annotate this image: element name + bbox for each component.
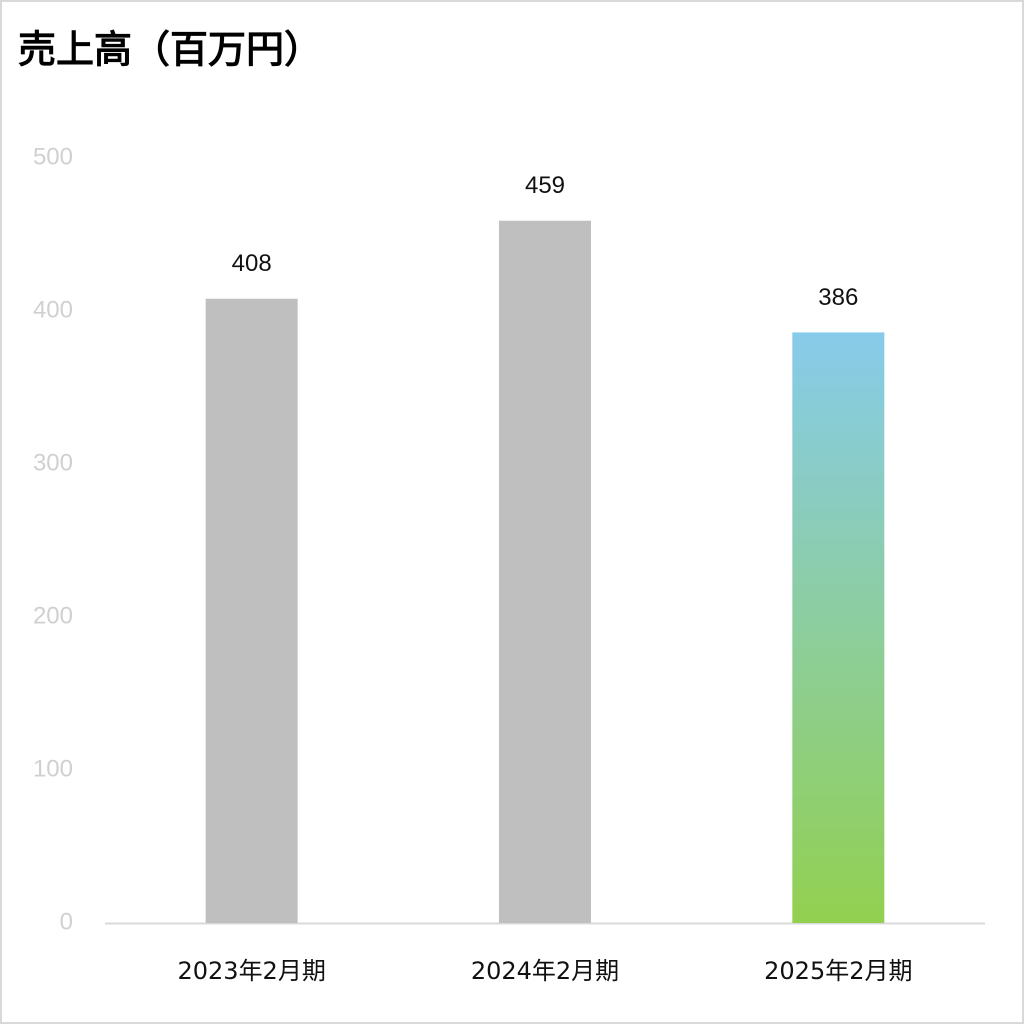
bar [205,298,298,923]
y-tick-label: 500 [33,143,73,170]
y-tick-label: 300 [33,449,73,476]
chart-title: 売上高（百万円） [18,28,322,72]
y-tick-label: 100 [33,755,73,782]
value-label: 408 [232,250,272,277]
y-tick-label: 0 [60,908,73,935]
x-tick-label: 2024年2月期 [471,957,619,985]
y-tick-label: 400 [33,296,73,323]
value-label: 459 [525,172,565,199]
bar [499,220,591,924]
value-label: 386 [818,284,858,311]
y-tick-label: 200 [33,602,73,629]
bar [792,332,885,923]
x-tick-label: 2023年2月期 [177,957,325,985]
x-tick-label: 2025年2月期 [764,957,912,985]
